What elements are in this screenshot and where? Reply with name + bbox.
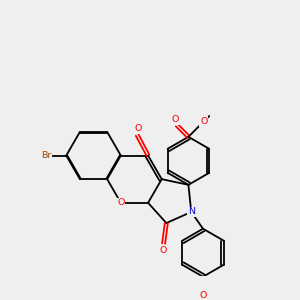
Text: O: O [135, 124, 142, 133]
Text: N: N [188, 208, 195, 217]
Text: Br: Br [41, 151, 52, 160]
Text: O: O [160, 246, 167, 255]
Text: O: O [117, 198, 124, 207]
Text: O: O [200, 117, 207, 126]
Text: O: O [172, 115, 179, 124]
Text: O: O [199, 291, 207, 300]
